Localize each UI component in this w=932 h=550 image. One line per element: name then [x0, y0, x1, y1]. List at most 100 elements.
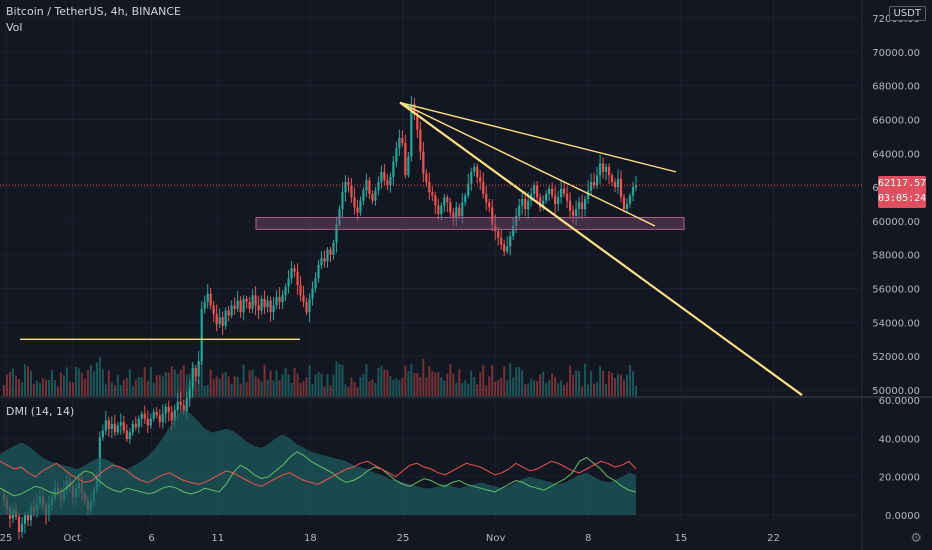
candle-body — [176, 401, 179, 411]
candle-body — [383, 171, 386, 181]
candle-body — [164, 406, 167, 414]
settings-gear-icon[interactable]: ⚙ — [910, 531, 922, 546]
candle-body — [416, 114, 419, 130]
volume-bar — [473, 377, 476, 396]
volume-bar — [509, 363, 512, 396]
candle-body — [269, 300, 272, 313]
candle-body — [323, 258, 326, 262]
volume-bar — [377, 367, 380, 396]
volume-bar — [248, 370, 251, 396]
candle-body — [248, 302, 251, 309]
volume-bar — [584, 363, 587, 396]
volume-bar — [227, 376, 230, 396]
candle-body — [551, 188, 554, 196]
volume-bar — [233, 376, 236, 396]
candle-body — [299, 285, 302, 296]
volume-bar — [545, 383, 548, 396]
volume-bar — [317, 371, 320, 396]
volume-bar — [26, 366, 29, 396]
candle-body — [577, 202, 581, 210]
candle-body — [488, 202, 491, 208]
volume-bar — [149, 367, 152, 396]
volume-bar — [614, 378, 617, 396]
volume-bar — [116, 374, 119, 396]
candle-body — [128, 432, 131, 440]
volume-bar — [218, 379, 221, 396]
di-minus-line — [0, 460, 637, 487]
volume-bar — [482, 364, 485, 396]
volume-bar — [53, 380, 56, 396]
candle-body — [206, 293, 209, 303]
last-price-value: 62117.57 — [878, 178, 927, 189]
volume-bar — [593, 383, 596, 396]
candle-body — [497, 231, 500, 238]
candle-body — [545, 193, 548, 201]
candle-body — [425, 173, 428, 183]
volume-bar — [386, 370, 389, 396]
candle-body — [458, 207, 461, 216]
volume-bar — [617, 374, 620, 396]
candle-body — [326, 249, 329, 262]
candle-body — [398, 138, 401, 149]
volume-bar — [236, 376, 239, 396]
trendline — [399, 101, 803, 396]
volume-bar — [605, 383, 608, 396]
candle-body — [598, 163, 602, 176]
volume-bar — [230, 383, 233, 396]
candle-body — [625, 204, 629, 210]
volume-bar — [311, 383, 314, 396]
candle-body — [506, 246, 509, 252]
candle-body — [569, 200, 572, 211]
candle-body — [167, 406, 170, 412]
volume-bar — [23, 364, 26, 396]
candle-body — [524, 198, 527, 210]
volume-bar — [392, 380, 395, 396]
volume-bar — [608, 371, 611, 396]
volume-bar — [263, 364, 266, 396]
volume-bar — [470, 370, 473, 396]
volume-bar — [341, 365, 344, 396]
time-tick-label: 25 — [0, 533, 12, 544]
volume-bar — [143, 367, 146, 396]
volume-bar — [464, 380, 467, 396]
volume-bar — [275, 370, 278, 396]
candle-body — [242, 298, 245, 313]
volume-bar — [413, 372, 416, 396]
volume-bar — [326, 374, 329, 396]
dmi-label: DMI (14, 14) — [6, 405, 75, 418]
candle-body — [485, 193, 488, 203]
candle-body — [407, 156, 410, 176]
volume-bar — [506, 380, 509, 396]
volume-bar — [308, 365, 311, 396]
candle-body — [350, 185, 353, 198]
volume-bar — [296, 373, 299, 396]
volume-bar — [338, 363, 341, 396]
volume-bar — [197, 379, 200, 396]
candle-body — [395, 148, 398, 162]
volume-bar — [623, 380, 626, 396]
volume-bar — [155, 375, 158, 396]
candle-body — [158, 415, 161, 423]
price-tick-label: 68000.00 — [872, 82, 920, 93]
volume-bar — [401, 377, 404, 396]
volume-bar — [488, 376, 491, 396]
volume-bar — [542, 371, 545, 396]
volume-bar — [5, 374, 8, 396]
candle-body — [227, 310, 230, 316]
candle-body — [359, 200, 362, 213]
candle-body — [275, 297, 278, 306]
volume-bar — [134, 379, 137, 396]
volume-bar — [539, 374, 542, 396]
volume-bar — [152, 382, 155, 396]
volume-bar — [8, 372, 11, 396]
volume-bar — [383, 369, 386, 396]
candle-body — [604, 166, 608, 172]
volume-bar — [176, 373, 179, 396]
currency-badge[interactable]: USDT — [888, 6, 926, 21]
candle-body — [218, 317, 221, 325]
volume-bar — [41, 378, 44, 396]
volume-bar — [161, 376, 164, 396]
volume-bar — [524, 384, 527, 396]
